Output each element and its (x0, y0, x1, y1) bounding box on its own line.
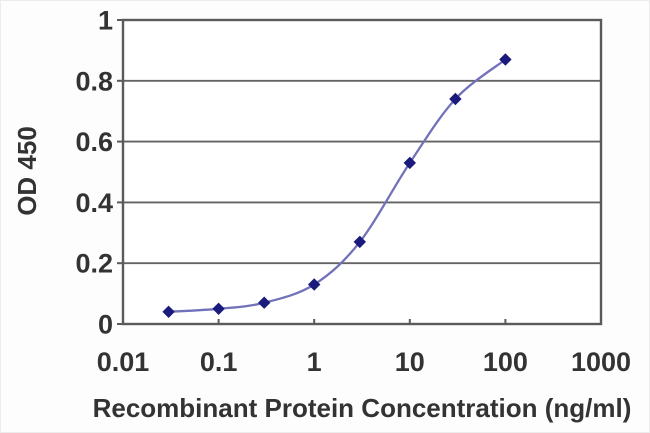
y-tick-label-0.6: 0.6 (75, 127, 113, 157)
data-point-0.1ng (212, 302, 225, 316)
series-data-points (162, 53, 512, 319)
x-tick-label-0.1: 0.1 (200, 347, 238, 377)
x-tick-label-100: 100 (483, 347, 528, 377)
x-tick-label-0.01: 0.01 (97, 347, 150, 377)
data-point-1ng (307, 278, 321, 291)
y-tick-label-0.2: 0.2 (75, 249, 113, 279)
data-point-0.03ng (162, 305, 175, 319)
y-tick-label-0.8: 0.8 (75, 66, 113, 96)
data-point-3ng (353, 235, 367, 249)
x-tick-label-10: 10 (395, 347, 425, 377)
gridlines (123, 79, 601, 265)
y-tick-label-1: 1 (98, 6, 113, 36)
x-axis-tick-labels: 0.01 0.1 1 10 100 1000 (97, 347, 631, 377)
y-axis-tick-labels: 0 0.2 0.4 0.6 0.8 1 (75, 6, 113, 340)
x-tick-label-1: 1 (307, 347, 322, 377)
data-point-0.3ng (257, 296, 271, 309)
plot-border (121, 18, 603, 326)
data-point-10ng (403, 156, 417, 170)
y-axis-title: OD 450 (12, 126, 42, 216)
x-tick-label-1000: 1000 (571, 347, 631, 377)
data-point-100ng (499, 53, 512, 66)
x-axis-title: Recombinant Protein Concentration (ng/ml… (93, 393, 632, 423)
y-tick-label-0.4: 0.4 (75, 188, 113, 218)
y-tick-label-0: 0 (98, 310, 113, 340)
plot-area (123, 20, 601, 324)
axis-tick-marks (117, 19, 602, 325)
data-point-30ng (449, 92, 462, 106)
